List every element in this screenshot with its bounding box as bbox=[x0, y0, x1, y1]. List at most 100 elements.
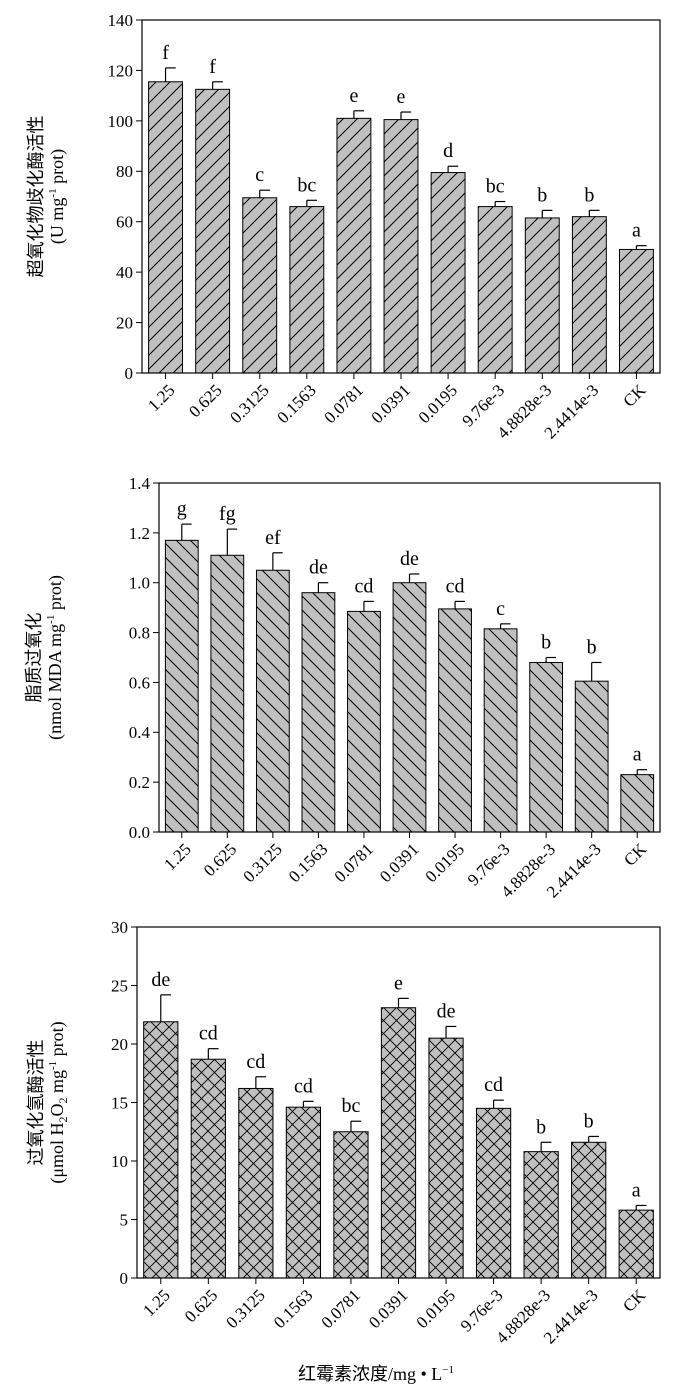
significance-letter: b bbox=[537, 184, 547, 206]
y-tick-label: 0.4 bbox=[129, 723, 151, 742]
error-bar bbox=[350, 1120, 362, 1132]
bar bbox=[574, 680, 609, 833]
bar bbox=[483, 628, 518, 833]
significance-letter: cd bbox=[484, 1074, 503, 1096]
bar bbox=[238, 1087, 274, 1279]
plot-frame bbox=[158, 482, 661, 833]
significance-letter: e bbox=[394, 972, 403, 994]
y-tick-label: 1.2 bbox=[129, 524, 150, 543]
bar bbox=[336, 117, 372, 374]
y-tick-label: 100 bbox=[108, 112, 134, 131]
error-bar bbox=[181, 523, 192, 541]
significance-letter: cd bbox=[199, 1023, 218, 1045]
error-bar bbox=[160, 994, 172, 1022]
x-tick-label: 0.0195 bbox=[413, 1286, 459, 1332]
error-bar bbox=[635, 1204, 647, 1211]
error-bar bbox=[255, 1076, 267, 1089]
significance-letter: de bbox=[151, 969, 170, 991]
y-axis-label: 过氧化氢酶活性(μmol H2O2 mg-1 prot) bbox=[26, 1021, 70, 1183]
mda-chart-panel: g 1.25 fg 0.625 ef 0.3125 de 0.1563 cd 0.0781 de 0.… bbox=[24, 474, 661, 901]
error-bar bbox=[636, 769, 648, 775]
x-tick-label: CK bbox=[620, 839, 651, 870]
significance-letter: bc bbox=[486, 176, 505, 198]
y-tick-label: 20 bbox=[111, 1035, 128, 1054]
significance-letter: b bbox=[584, 1110, 594, 1132]
y-tick-label: 30 bbox=[111, 918, 128, 937]
bar bbox=[301, 592, 336, 833]
cat-chart-panel: de 1.25 cd 0.625 cd 0.3125 cd 0.1563 bc 0.0781 e 0.… bbox=[26, 918, 661, 1347]
error-bar bbox=[259, 189, 270, 198]
x-tick-label: 0.1563 bbox=[273, 381, 319, 427]
significance-letter: f bbox=[162, 42, 169, 64]
y-tick-label: 0.0 bbox=[129, 823, 150, 842]
error-bar bbox=[494, 200, 506, 207]
bar bbox=[523, 1151, 559, 1279]
x-tick-label: 1.25 bbox=[139, 1286, 173, 1320]
significance-letter: cd bbox=[446, 575, 465, 597]
bar bbox=[619, 248, 654, 374]
x-tick-label: CK bbox=[619, 380, 650, 411]
bar bbox=[428, 1037, 464, 1279]
error-bar bbox=[363, 600, 374, 612]
significance-letter: d bbox=[443, 140, 453, 162]
x-tick-label: 0.1563 bbox=[270, 1286, 316, 1332]
bar bbox=[620, 774, 655, 833]
x-tick-label: 0.0195 bbox=[422, 840, 468, 886]
significance-letter: b bbox=[587, 636, 597, 658]
significance-letter: b bbox=[584, 184, 594, 206]
y-tick-label: 0 bbox=[125, 364, 134, 383]
y-tick-label: 0.6 bbox=[129, 673, 150, 692]
bar bbox=[524, 217, 560, 374]
error-bar bbox=[588, 1135, 599, 1143]
error-bar bbox=[272, 552, 283, 571]
bar bbox=[438, 608, 472, 833]
significance-letter: b bbox=[541, 632, 551, 654]
bar bbox=[529, 661, 564, 833]
x-tick-label: 0.0195 bbox=[415, 381, 461, 427]
error-bar bbox=[588, 209, 600, 217]
bar bbox=[383, 119, 419, 374]
y-tick-label: 5 bbox=[120, 1210, 129, 1229]
significance-letter: bc bbox=[342, 1095, 361, 1117]
y-tick-label: 1.4 bbox=[129, 474, 151, 493]
x-tick-label: 0.625 bbox=[185, 381, 225, 421]
x-tick-label: 0.3125 bbox=[226, 381, 272, 427]
error-bar bbox=[317, 582, 329, 593]
bar bbox=[347, 610, 381, 833]
error-bar bbox=[306, 199, 317, 207]
significance-letter: a bbox=[633, 744, 642, 766]
y-tick-label: 40 bbox=[116, 263, 133, 282]
significance-letter: fg bbox=[219, 503, 236, 525]
significance-letter: cd bbox=[355, 575, 374, 597]
x-tick-label: 0.0781 bbox=[317, 1286, 363, 1332]
x-tick-label: 0.625 bbox=[181, 1286, 221, 1326]
bar bbox=[477, 206, 513, 374]
y-tick-label: 140 bbox=[108, 11, 134, 30]
error-bar bbox=[207, 1048, 219, 1060]
x-tick-label: 0.0781 bbox=[320, 381, 366, 427]
plot-frame bbox=[141, 19, 661, 374]
significance-letter: de bbox=[437, 1000, 456, 1022]
bar bbox=[380, 1007, 417, 1279]
bar bbox=[392, 582, 427, 833]
error-bar bbox=[212, 81, 223, 90]
error-bar bbox=[302, 1100, 314, 1108]
y-tick-label: 0 bbox=[120, 1269, 129, 1288]
significance-letter: bc bbox=[297, 174, 316, 196]
bar bbox=[618, 1209, 654, 1279]
error-bar bbox=[445, 1025, 457, 1039]
x-tick-label: 0.625 bbox=[200, 840, 240, 880]
bar bbox=[333, 1131, 369, 1279]
x-tick-label: 0.0781 bbox=[330, 840, 376, 886]
error-bar bbox=[499, 623, 511, 629]
significance-letter: f bbox=[209, 56, 216, 78]
bar bbox=[143, 1021, 179, 1279]
bar bbox=[285, 1106, 322, 1279]
error-bar bbox=[400, 111, 412, 120]
significance-letter: de bbox=[309, 557, 328, 579]
bar bbox=[242, 197, 278, 374]
error-bar bbox=[635, 245, 647, 250]
x-tick-label: 0.1563 bbox=[285, 840, 331, 886]
bar bbox=[571, 1141, 607, 1279]
x-tick-label: 1.25 bbox=[144, 381, 178, 415]
